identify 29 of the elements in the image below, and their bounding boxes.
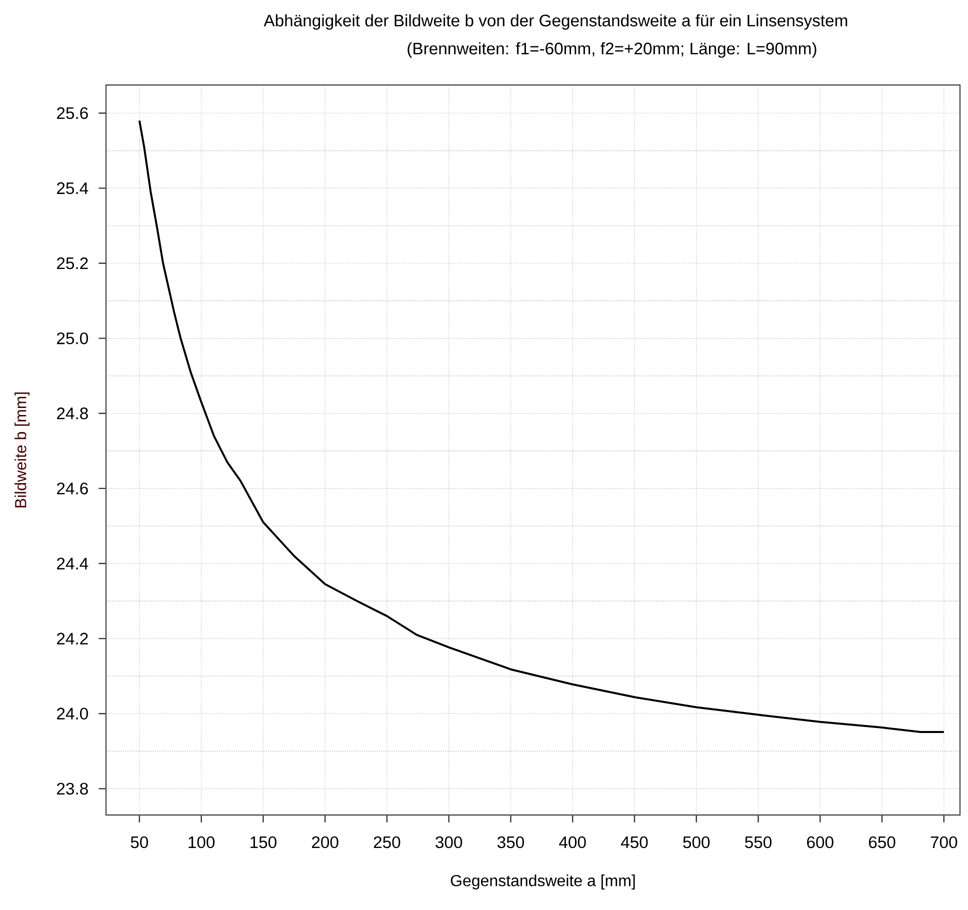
x-tick-label: 300	[436, 836, 462, 848]
y-tick-label: 24.6	[57, 482, 88, 494]
x-axis-title: Gegenstandsweite a [mm]	[450, 874, 635, 890]
x-tick-label: 400	[559, 836, 586, 848]
y-tick-label: 23.8	[57, 782, 88, 795]
y-tick-label: 24.4	[57, 558, 88, 570]
line-series	[138, 120, 945, 734]
x-tick-label: 350	[497, 836, 524, 848]
y-tick-label: 24.0	[57, 708, 88, 720]
y-tick-label: 25.6	[57, 107, 88, 120]
x-tick-label: 100	[188, 836, 215, 848]
y-tick-label: 25.0	[57, 332, 88, 344]
x-tick-label: 550	[745, 836, 772, 848]
y-axis-title: Bildweite b [mm]	[14, 392, 30, 508]
y-tick-label: 25.4	[57, 182, 88, 194]
chart-subtitle: (Brennweiten: f1=-60mm, f2=+20mm; Länge: L=90mm)	[408, 42, 816, 58]
y-tick-label: 24.2	[57, 632, 88, 644]
x-tick-label: 150	[250, 836, 276, 848]
x-tick-label: 500	[683, 836, 710, 848]
y-tick-label: 24.8	[57, 408, 88, 420]
x-tick-label: 50	[130, 836, 148, 848]
chart-title: Abhängigkeit der Bildweite b von der Gegenstandsweite a für ein Linsensystem	[264, 14, 848, 30]
y-tick-label: 25.2	[57, 257, 88, 270]
x-tick-label: 200	[312, 836, 338, 848]
x-tick-label: 250	[374, 836, 400, 848]
x-tick-label: 450	[620, 836, 648, 848]
x-tick-label: 650	[868, 836, 896, 848]
x-tick-label: 600	[807, 836, 834, 848]
x-tick-label: 700	[930, 836, 958, 848]
